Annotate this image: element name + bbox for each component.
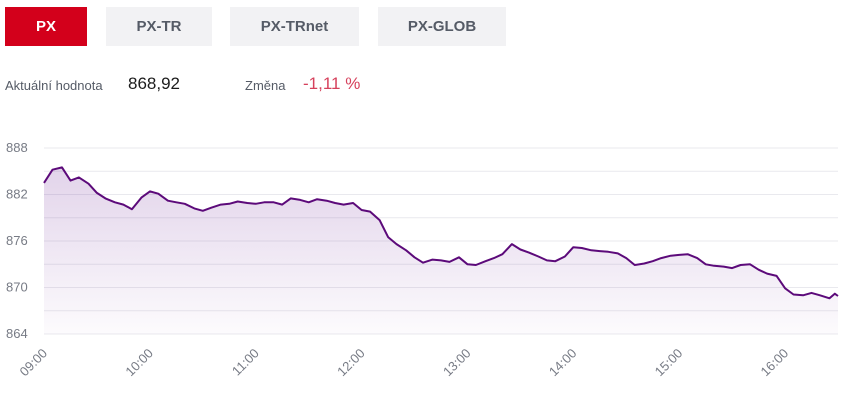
y-tick-label: 876 bbox=[6, 233, 28, 248]
y-tick-label: 864 bbox=[6, 326, 28, 341]
change-value: -1,11 % bbox=[303, 74, 361, 93]
x-tick-label: 14:00 bbox=[546, 346, 580, 380]
y-axis: 888 882 876 870 864 bbox=[6, 140, 28, 341]
y-tick-label: 882 bbox=[6, 187, 28, 202]
x-axis: 09:00 10:00 11:00 12:00 13:00 14:00 15:00 16:00 bbox=[17, 346, 792, 380]
tab-px-trnet[interactable]: PX-TRnet bbox=[230, 7, 359, 46]
current-value-label: Aktuální hodnota bbox=[5, 78, 103, 93]
x-tick-label: 16:00 bbox=[758, 346, 792, 380]
x-tick-label: 13:00 bbox=[440, 346, 474, 380]
x-tick-label: 11:00 bbox=[229, 346, 262, 379]
tab-px-tr[interactable]: PX-TR bbox=[106, 7, 212, 46]
tab-px-glob[interactable]: PX-GLOB bbox=[378, 7, 506, 46]
change-label: Změna bbox=[245, 78, 286, 93]
y-tick-label: 870 bbox=[6, 280, 28, 295]
current-value: 868,92 bbox=[128, 74, 180, 93]
x-tick-label: 12:00 bbox=[334, 346, 368, 380]
y-tick-label: 888 bbox=[6, 140, 28, 155]
x-tick-label: 15:00 bbox=[652, 346, 686, 380]
x-tick-label: 10:00 bbox=[122, 346, 156, 380]
series-area bbox=[44, 167, 838, 334]
x-tick-label: 09:00 bbox=[17, 346, 51, 380]
series-line bbox=[43, 166, 839, 300]
tab-px[interactable]: PX bbox=[5, 7, 87, 46]
